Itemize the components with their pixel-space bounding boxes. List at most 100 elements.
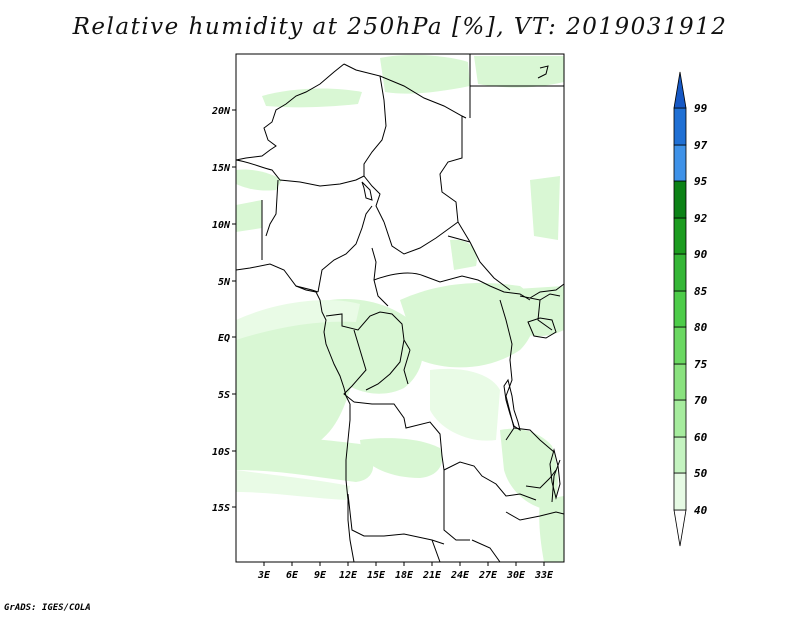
colorbar-bin-70-75 [673, 363, 687, 401]
border-southeast [525, 469, 557, 489]
longitude-axis [263, 562, 545, 566]
lon-label-12e: 12E [339, 570, 358, 581]
colorbar-bin-75-80 [673, 326, 687, 365]
border-libya-sudan [439, 116, 471, 243]
lon-label-9e: 9E [314, 570, 327, 581]
colorbar-bottom-arrow [673, 509, 687, 547]
colorbar [673, 71, 687, 547]
river-congo [403, 349, 411, 385]
humidity-patch-southeast [539, 496, 564, 562]
humidity-shading [236, 55, 564, 562]
latitude-axis [232, 109, 236, 508]
humidity-patch-gulf [236, 319, 353, 468]
humidity-shading-light [236, 300, 500, 500]
coastline-angola [345, 404, 355, 562]
humidity-patch-west [236, 169, 282, 191]
colorbar-bin-50-60 [673, 436, 687, 474]
border-zambia [443, 470, 470, 541]
border-angola-south [347, 493, 445, 545]
lon-label-30e: 30E [506, 570, 526, 581]
border-angola-zambia [443, 461, 537, 501]
humidity-patch-north [380, 55, 470, 94]
lat-label-20n: 20N [211, 106, 231, 117]
colorbar-label-92: 92 [694, 212, 708, 225]
border-namibia [431, 539, 501, 562]
border-north-1 [236, 159, 365, 187]
humidity-patch-lake [500, 428, 558, 510]
colorbar-bin-60-70 [673, 399, 687, 438]
lake-victoria [527, 317, 557, 339]
lon-label-27e: 27E [478, 570, 498, 581]
humidity-patch-angola [360, 438, 443, 478]
map-title: Relative humidity at 250hPa [%], VT: 201… [72, 14, 728, 40]
colorbar-bin-80-85 [673, 290, 687, 328]
border-drc-west [365, 339, 405, 391]
border-chad-car [383, 221, 459, 255]
lon-label-15e: 15E [367, 570, 386, 581]
map-frame [235, 53, 565, 563]
lat-label-5n: 5N [218, 277, 231, 288]
humidity-patch-southwest [236, 430, 374, 482]
lat-label-eq: EQ [218, 333, 230, 344]
humidity-patch-east [500, 286, 564, 337]
border-cameroon-car [371, 247, 389, 307]
border-ethiopia [529, 283, 564, 299]
border-sudan-south [447, 235, 471, 243]
colorbar-bin-92-95 [673, 180, 687, 219]
humidity-patch-east-mid [530, 176, 560, 240]
border-nigeria [236, 263, 319, 293]
colorbar-bin-40-50 [673, 472, 687, 511]
humidity-patch-congo [330, 298, 423, 394]
border-mozambique [505, 511, 564, 521]
lake-tanganyika [503, 378, 521, 432]
colorbar-top-arrow [673, 71, 687, 109]
country-borders [236, 54, 564, 562]
colorbar-label-97: 97 [694, 139, 708, 152]
colorbar-bin-85-90 [673, 253, 687, 292]
border-niger-chad [363, 175, 385, 223]
lat-label-5s: 5S [218, 390, 230, 401]
lat-label-10s: 10S [212, 447, 230, 458]
small-island [537, 65, 549, 79]
colorbar-bin-95-97 [673, 144, 687, 182]
border-tanzania [513, 427, 555, 453]
lon-label-18e: 18E [395, 570, 414, 581]
border-sudan-east [469, 241, 511, 291]
border-algeria-libya [343, 63, 387, 176]
lon-label-33e: 33E [534, 570, 554, 581]
coastline-west-africa [236, 63, 345, 161]
humidity-patch-northeast [474, 56, 564, 88]
coastline-gulf [295, 285, 351, 405]
lat-label-10n: 10N [212, 220, 231, 231]
colorbar-bin-90-92 [673, 217, 687, 255]
humidity-patch-west2 [236, 200, 262, 232]
colorbar-label-40: 40 [694, 504, 708, 517]
border-car-south [373, 272, 531, 301]
border-nigeria-north [261, 179, 279, 260]
colorbar-label-50: 50 [694, 467, 708, 480]
border-drc-angola [353, 401, 445, 471]
lat-label-15s: 15S [212, 503, 230, 514]
lon-label-6e: 6E [286, 570, 299, 581]
colorbar-bin-97-99 [673, 107, 687, 146]
colorbar-label-90: 90 [694, 248, 708, 261]
colorbar-label-70: 70 [694, 394, 708, 407]
lon-label-21e: 21E [422, 570, 442, 581]
lake-malawi [549, 448, 561, 500]
humidity-patch-mid [450, 239, 477, 270]
lat-label-15n: 15N [212, 163, 231, 174]
colorbar-label-85: 85 [694, 285, 708, 298]
colorbar-label-95: 95 [694, 175, 708, 188]
colorbar-label-99: 99 [694, 102, 708, 115]
lon-label-3e: 3E [257, 570, 271, 581]
humidity-patch-north-west [262, 88, 362, 108]
lon-label-24e: 24E [450, 570, 470, 581]
colorbar-label-75: 75 [694, 358, 708, 371]
grads-credit: GrADS: IGES/COLA [4, 603, 91, 613]
border-gabon [325, 311, 411, 351]
border-kenya-uganda [537, 299, 553, 331]
colorbar-label-80: 80 [694, 321, 708, 334]
border-cameroon [317, 205, 373, 293]
colorbar-label-60: 60 [694, 431, 708, 444]
lake-chad [361, 181, 373, 201]
